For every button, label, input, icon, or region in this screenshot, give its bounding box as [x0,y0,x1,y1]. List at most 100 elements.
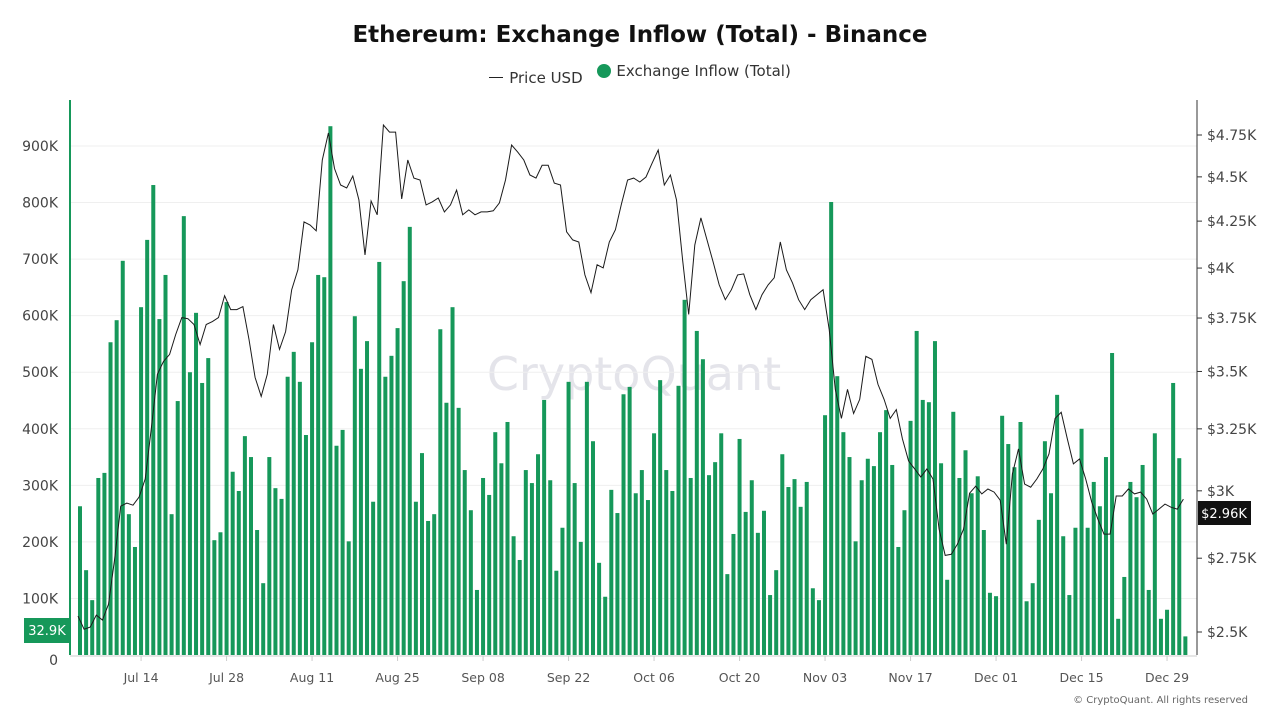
inflow-bar [969,493,974,655]
inflow-bar [297,381,302,655]
inflow-bar [536,454,541,655]
inflow-bar [1079,428,1084,655]
inflow-bar [884,410,889,655]
left-axis-tick-label: 0 [49,653,58,669]
inflow-bar [865,458,870,655]
right-axis-tick-label: $3K [1207,484,1235,500]
inflow-bar [462,470,467,655]
inflow-bar [1183,636,1188,655]
right-axis-tick-label: $4K [1207,261,1235,277]
last-price-badge [1198,501,1251,525]
inflow-bar [163,274,168,655]
last-inflow-badge [24,618,70,643]
inflow-bar [994,596,999,655]
inflow-bar [823,415,828,655]
inflow-bar [981,530,986,655]
inflow-bar [78,506,82,655]
inflow-bar [566,381,571,655]
inflow-bar [487,494,492,655]
inflow-bar [218,532,223,655]
inflow-bar [383,376,388,655]
inflow-bar [652,433,657,655]
inflow-bar [401,281,406,655]
inflow-bar [450,307,455,655]
left-axis-tick-label: 300K [22,478,59,494]
inflow-bar [371,501,376,655]
inflow-bar [908,420,913,655]
left-axis-tick-label: 900K [22,139,59,155]
inflow-bar [468,510,473,655]
legend-price-label: Price USD [509,68,583,87]
inflow-bar [737,438,742,655]
inflow-bar [627,386,632,655]
inflow-bar [731,533,736,655]
inflow-bar [1055,394,1060,655]
x-axis-tick-label: Nov 03 [803,670,847,685]
inflow-bar [1012,467,1017,655]
inflow-bar [523,470,528,655]
inflow-bar [407,226,412,655]
line-swatch-icon [489,77,504,78]
inflow-bar [432,514,437,655]
inflow-bar [377,261,382,655]
inflow-bar [957,477,962,655]
inflow-bar [114,320,119,655]
inflow-bar [1000,415,1005,655]
inflow-bar [84,570,89,655]
x-axis-tick-label: Aug 11 [290,670,334,685]
inflow-bar [633,493,638,655]
inflow-bar [212,540,217,655]
inflow-bar [358,368,363,655]
inflow-bar [389,355,394,655]
inflow-bar [707,475,712,655]
x-axis-tick-label: Oct 06 [633,670,675,685]
inflow-bar [1128,481,1133,655]
inflow-bar [621,394,626,655]
inflow-bar [151,185,156,656]
legend-item-inflow[interactable]: Exchange Inflow (Total) [597,62,791,80]
inflow-bar [126,514,131,655]
inflow-bar [780,454,785,655]
inflow-bar [847,457,852,655]
inflow-bar [829,201,834,656]
inflow-bar [676,385,681,655]
inflow-bar [914,330,919,655]
chart-title: Ethereum: Exchange Inflow (Total) - Bina… [352,22,928,48]
inflow-bar [242,436,247,655]
inflow-bar [1165,609,1170,655]
inflow-bar [261,583,266,655]
inflow-bar [1171,382,1176,655]
inflow-bar [96,477,101,655]
inflow-bar [1036,519,1041,655]
right-axis-tick-label: $2.5K [1207,625,1248,641]
legend-item-price[interactable]: Price USD [489,68,583,87]
inflow-bar [505,421,510,655]
inflow-bar [456,407,461,655]
left-axis-tick-label: 500K [22,365,59,381]
inflow-bar [670,490,675,655]
inflow-bar [236,490,241,655]
legend-inflow-label: Exchange Inflow (Total) [616,62,791,80]
inflow-bar [426,520,431,655]
inflow-bar [804,481,809,655]
inflow-bar [987,592,992,655]
inflow-bar [316,274,321,655]
inflow-bar [878,432,883,655]
inflow-bar [572,483,577,655]
inflow-bar [529,483,534,655]
inflow-bar [719,433,724,655]
inflow-bar [1006,444,1011,655]
inflow-bar [273,488,278,655]
inflow-bar [798,506,803,655]
inflow-bar [926,402,931,655]
inflow-bar [639,470,644,655]
inflow-bar [255,530,260,655]
inflow-bar [975,476,980,655]
watermark: CryptoQuant [487,347,781,401]
inflow-bar [413,501,418,655]
inflow-bar [761,510,766,655]
inflow-bar [609,489,614,655]
x-axis-tick-label: Dec 15 [1060,670,1104,685]
inflow-bar [102,472,107,655]
last-value-labels: 32.9K $2.96K [24,501,1251,643]
